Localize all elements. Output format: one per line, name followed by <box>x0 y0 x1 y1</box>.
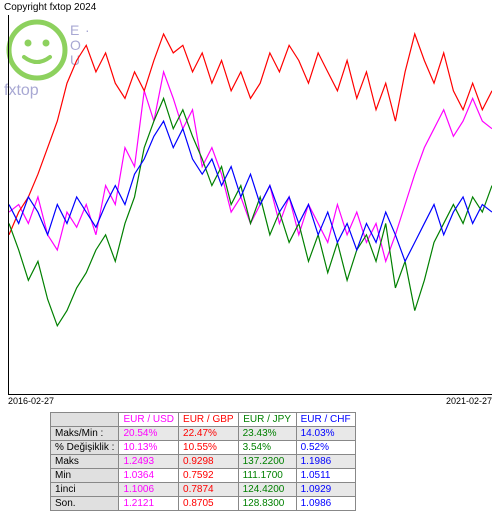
table-cell: 137.2200 <box>238 455 296 469</box>
series-line <box>9 121 492 261</box>
series-line <box>9 98 492 325</box>
table-cell: 1.2121 <box>119 497 179 511</box>
table-cell: 20.54% <box>119 427 179 441</box>
table-cell: 3.54% <box>238 441 296 455</box>
table-cell: 1.1986 <box>296 455 355 469</box>
column-header: EUR / JPY <box>238 413 296 427</box>
table-cell: 0.7592 <box>179 469 239 483</box>
x-axis-start: 2016-02-27 <box>8 396 54 406</box>
column-header: EUR / GBP <box>179 413 239 427</box>
table-cell: 1.0364 <box>119 469 179 483</box>
table-cell: 1.0929 <box>296 483 355 497</box>
row-label: Maks/Min : <box>51 427 119 441</box>
table-cell: 111.1700 <box>238 469 296 483</box>
row-label: 1inci <box>51 483 119 497</box>
table-cell: 10.55% <box>179 441 239 455</box>
table-cell: 23.43% <box>238 427 296 441</box>
table-cell: 0.52% <box>296 441 355 455</box>
row-label: Min <box>51 469 119 483</box>
column-header: EUR / CHF <box>296 413 355 427</box>
table-cell: 1.1006 <box>119 483 179 497</box>
table-cell: 1.0511 <box>296 469 355 483</box>
row-label: Son. <box>51 497 119 511</box>
stats-table: EUR / USDEUR / GBPEUR / JPYEUR / CHF Maks… <box>50 412 356 511</box>
table-cell: 0.8705 <box>179 497 239 511</box>
table-cell: 10.13% <box>119 441 179 455</box>
line-chart <box>8 15 492 395</box>
table-cell: 0.7874 <box>179 483 239 497</box>
row-label: % Değişiklik : <box>51 441 119 455</box>
table-cell: 1.0986 <box>296 497 355 511</box>
table-cell: 124.4200 <box>238 483 296 497</box>
table-cell: 1.2493 <box>119 455 179 469</box>
table-cell: 128.8300 <box>238 497 296 511</box>
x-axis-end: 2021-02-27 <box>446 396 492 406</box>
column-header: EUR / USD <box>119 413 179 427</box>
table-cell: 0.9298 <box>179 455 239 469</box>
table-corner <box>51 413 119 427</box>
table-cell: 22.47% <box>179 427 239 441</box>
row-label: Maks <box>51 455 119 469</box>
table-cell: 14.03% <box>296 427 355 441</box>
copyright-text: Copyright fxtop 2024 <box>4 2 96 13</box>
